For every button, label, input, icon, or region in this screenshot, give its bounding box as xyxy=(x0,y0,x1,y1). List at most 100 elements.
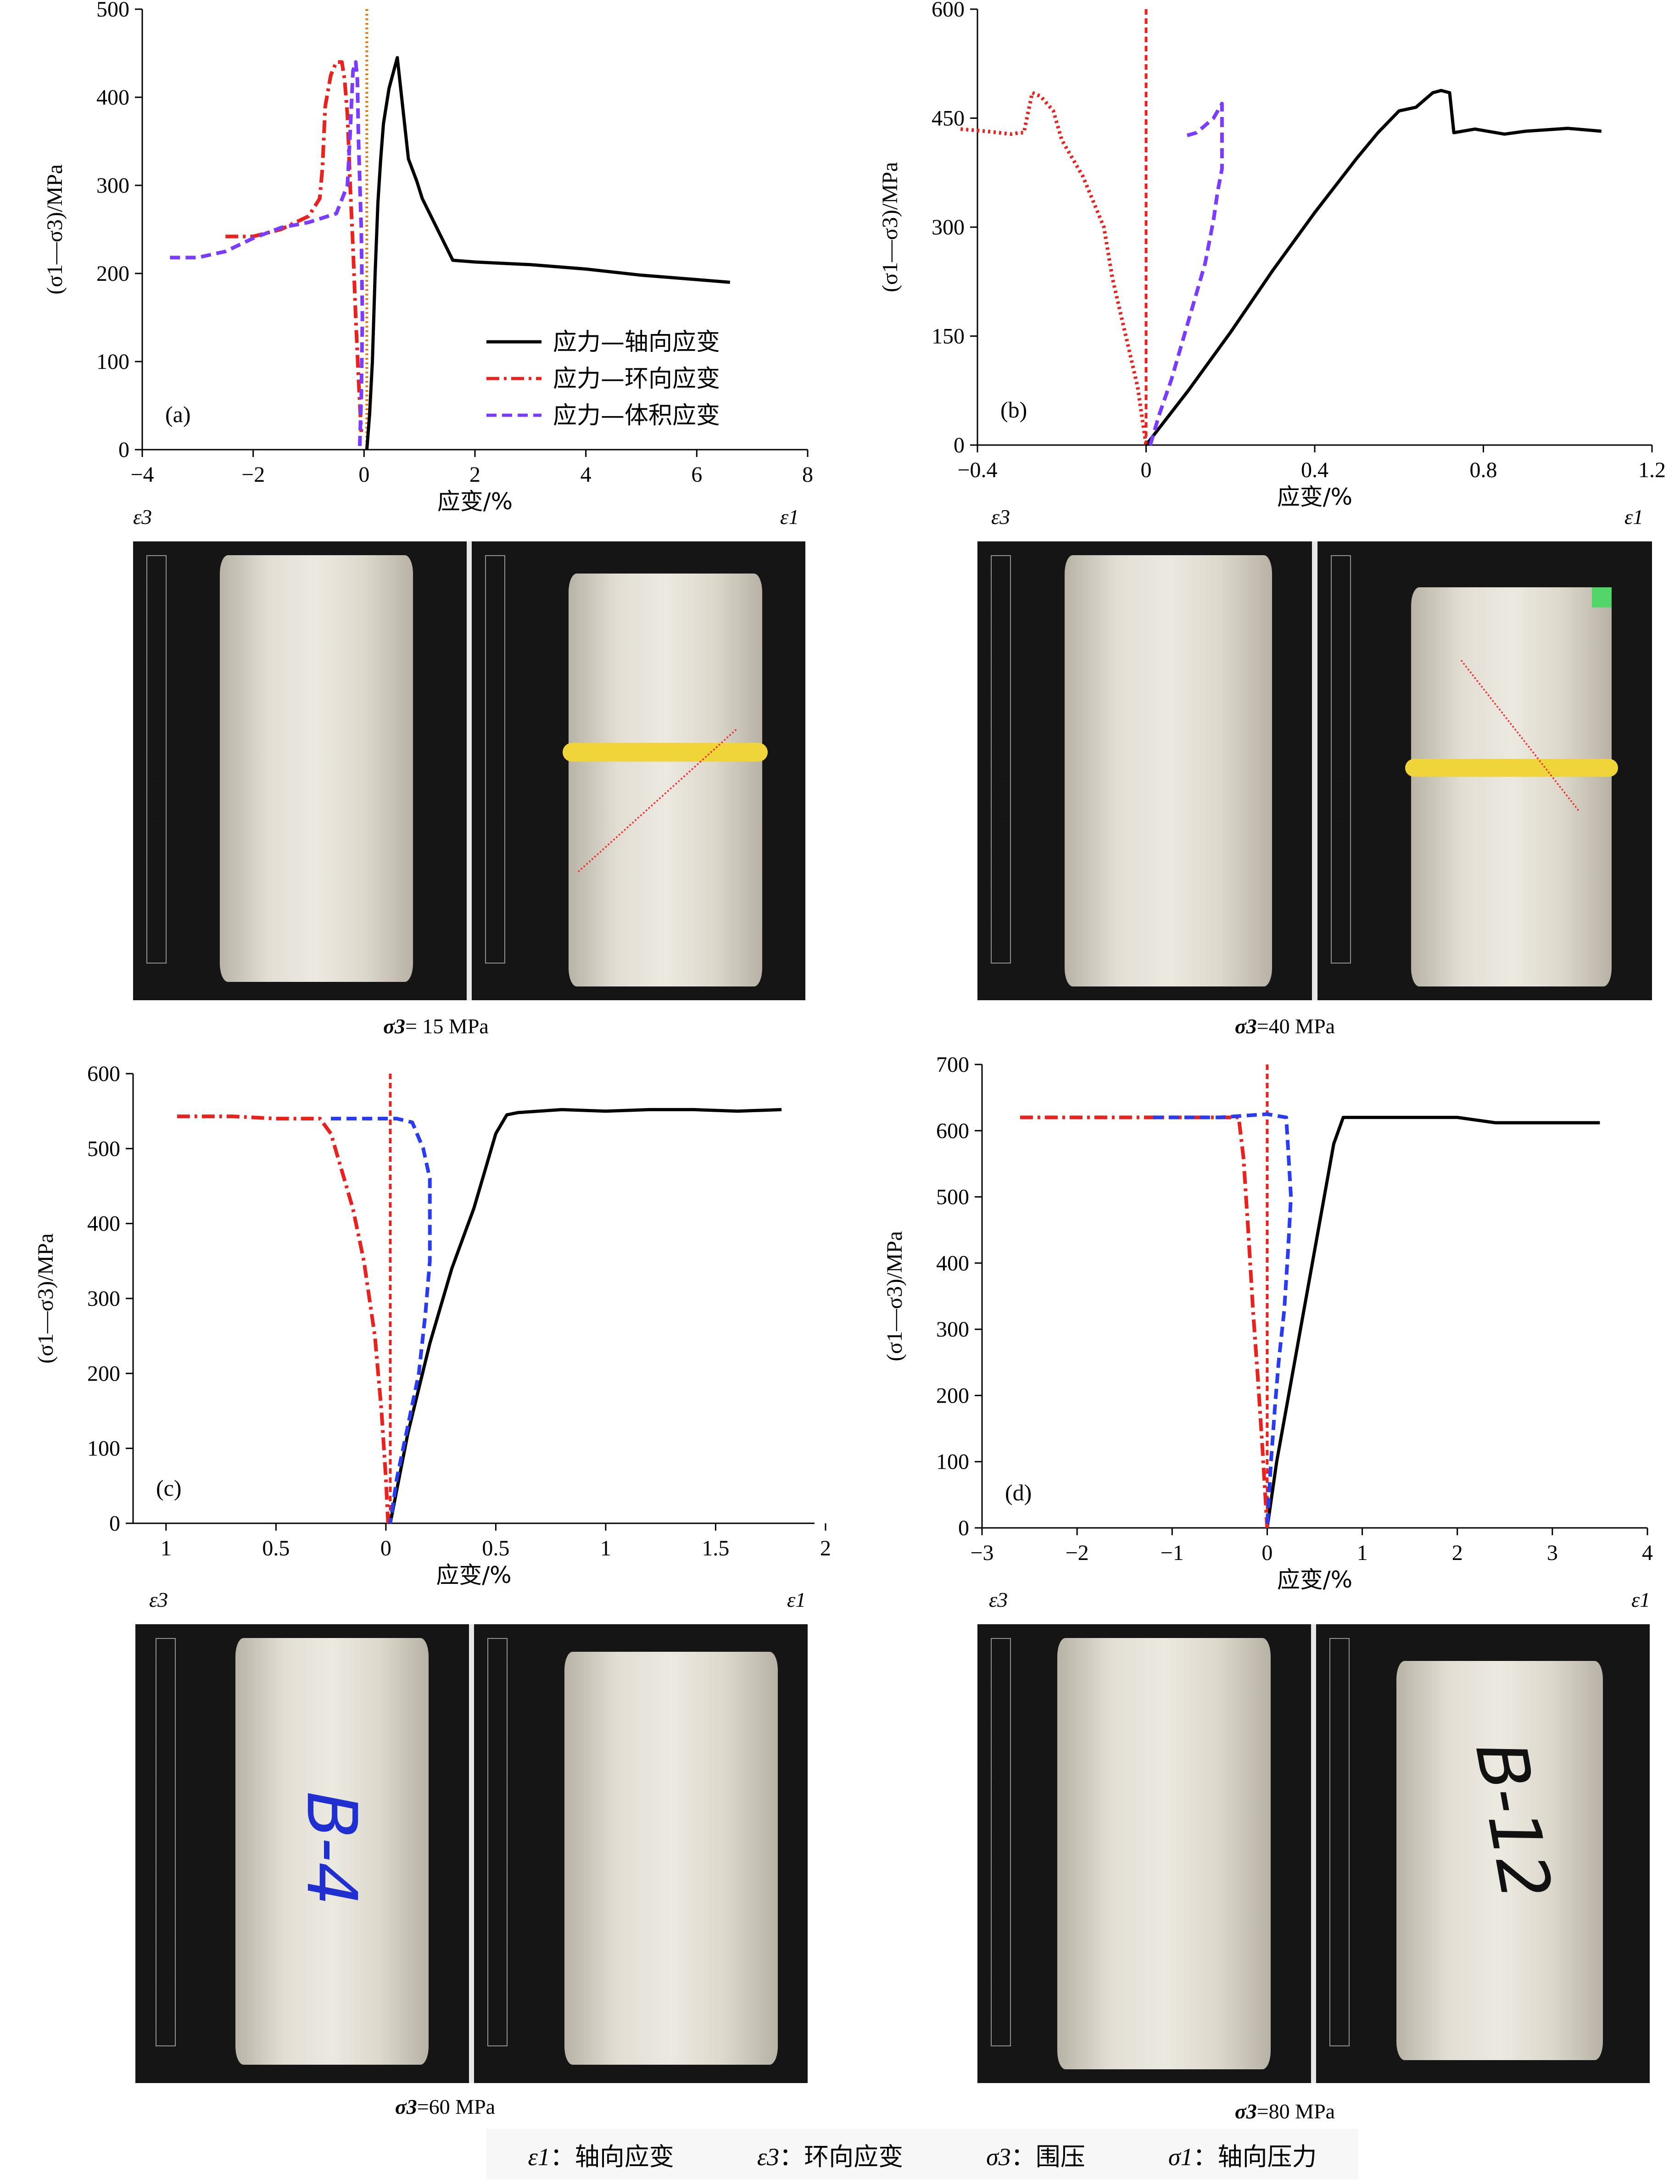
chart-d-ytick-label: 0 xyxy=(958,1516,969,1540)
chart-d-axes: −3 −2 −1 0 1 2 3 4 0 100 200 300 400 500 600 700 应变/% (σ1… xyxy=(882,1055,1653,1593)
caption-b: σ3=40 MPa xyxy=(1234,1014,1335,1038)
chart-a-ytick-label: 500 xyxy=(96,0,129,22)
chart-d-ylabel: (σ1—σ3)/MPa xyxy=(882,1231,907,1361)
chart-a-ylabel: (σ1—σ3)/MPa xyxy=(43,164,67,295)
chart-c-xtick-label: 0.5 xyxy=(262,1536,290,1560)
specimen-mark-c: B-4 xyxy=(291,1791,372,1906)
chart-d-xtick-label: 3 xyxy=(1547,1541,1558,1565)
chart-a-xtick-label: −4 xyxy=(130,462,154,487)
eps1-label-a: ε1 xyxy=(780,505,799,529)
chart-a-legend-label: 应力—体积应变 xyxy=(553,402,720,429)
specimen-after-d: B-12 xyxy=(1316,1624,1650,2083)
chart-a-series-volumetric xyxy=(170,60,364,450)
eps3-label-d: ε3 xyxy=(989,1588,1008,1611)
chart-a-axes: −4 −2 0 2 4 6 8 0 100 200 300 400 500 应变/% (σ1—σ3)/MPa… xyxy=(43,0,813,514)
chart-c-xtick-label: 0.5 xyxy=(482,1536,509,1560)
chart-b-ytick-label: 300 xyxy=(932,215,965,240)
chart-b: −0.4 0 0.4 0.8 1.2 0 150 300 450 600 应变/% (σ1—σ3)/M… xyxy=(854,0,1680,514)
chart-b-xtick-label: 1.2 xyxy=(1638,458,1666,482)
specimen-after-c xyxy=(474,1624,808,2083)
chart-c-xtick-label: 1.5 xyxy=(702,1536,729,1560)
chart-c-ytick-label: 400 xyxy=(87,1212,120,1236)
chart-a-legend-label: 应力—环向应变 xyxy=(553,365,720,393)
chart-c-series-axial xyxy=(389,1108,782,1524)
chart-a-xtick-label: −2 xyxy=(241,462,265,487)
chart-c-ytick-label: 0 xyxy=(109,1511,120,1536)
chart-a-series-hoop xyxy=(225,60,363,432)
chart-d-xtick-label: −1 xyxy=(1161,1541,1184,1565)
eps1-label-b: ε1 xyxy=(1624,505,1644,529)
chart-d-ytick-label: 600 xyxy=(936,1119,969,1143)
chart-d-series-volumetric_blue xyxy=(1153,1112,1293,1528)
chart-b-xtick-label: 0.4 xyxy=(1301,458,1328,482)
chart-c-xtick-label: 2 xyxy=(820,1536,831,1560)
chart-a-xtick-label: 8 xyxy=(802,462,813,487)
eps1-label-c: ε1 xyxy=(787,1588,806,1611)
chart-b-ylabel: (σ1—σ3)/MPa xyxy=(878,162,902,292)
chart-a-series-axial xyxy=(365,56,731,450)
chart-a-ytick-label: 400 xyxy=(96,85,129,110)
chart-d-ytick-label: 200 xyxy=(936,1383,969,1408)
chart-a-panel-label: (a) xyxy=(165,401,191,427)
chart-a-xtick-label: 4 xyxy=(580,462,592,487)
specimen-photo-a xyxy=(133,541,805,1000)
chart-a-ytick-label: 100 xyxy=(96,350,129,374)
chart-b-panel-label: (b) xyxy=(1000,397,1027,423)
chart-b-xlabel: 应变/% xyxy=(1277,484,1352,510)
chart-c-ytick-label: 100 xyxy=(87,1437,120,1461)
specimen-before-c: B-4 xyxy=(135,1624,469,2083)
chart-a-ytick-label: 0 xyxy=(118,438,129,462)
chart-d-ytick-label: 400 xyxy=(936,1251,969,1276)
chart-d-xtick-label: 1 xyxy=(1357,1541,1368,1565)
chart-c-series-hoop xyxy=(177,1114,390,1524)
chart-b-ytick-label: 150 xyxy=(932,324,965,349)
chart-a-ytick-label: 200 xyxy=(96,262,129,286)
specimen-after-a xyxy=(472,541,805,1000)
caption-c: σ3=60 MPa xyxy=(395,2095,496,2118)
chart-d-xlabel: 应变/% xyxy=(1277,1566,1352,1593)
chart-c-series-volumetric_blue xyxy=(331,1117,432,1524)
specimen-photo-b xyxy=(977,541,1652,1000)
chart-d-panel-label: (d) xyxy=(1005,1480,1032,1505)
eps1-label-d: ε1 xyxy=(1631,1588,1651,1611)
chart-c-ytick-label: 500 xyxy=(87,1137,120,1161)
chart-d-ytick-label: 100 xyxy=(936,1450,969,1474)
chart-b-ytick-label: 0 xyxy=(954,433,965,457)
chart-a-legend-label: 应力—轴向应变 xyxy=(553,329,720,356)
eps3-label-b: ε3 xyxy=(991,505,1010,529)
chart-d-svg: −3 −2 −1 0 1 2 3 4 0 100 200 300 400 500 600 700 应变/% (σ1… xyxy=(882,1055,1653,1593)
chart-d-xtick-label: −2 xyxy=(1066,1541,1089,1565)
chart-d: −3 −2 −1 0 1 2 3 4 0 100 200 300 400 500 600 700 应变/% (σ1… xyxy=(854,1055,1680,1606)
specimen-before-d xyxy=(977,1624,1311,2083)
chart-c-xtick-label: 1 xyxy=(600,1536,611,1560)
chart-c-panel-label: (c) xyxy=(156,1475,182,1501)
chart-d-xtick-label: −3 xyxy=(970,1541,993,1565)
footer-item-sigma3: σ3：围压 xyxy=(986,2143,1085,2171)
chart-d-ytick-label: 700 xyxy=(936,1055,969,1077)
chart-d-series-hoop xyxy=(1020,1115,1269,1528)
chart-b-xtick-label: −0.4 xyxy=(957,458,997,482)
chart-d-xtick-label: 4 xyxy=(1642,1541,1653,1565)
caption-a: σ3= 15 MPa xyxy=(383,1014,489,1038)
chart-b-series-hoop xyxy=(960,91,1148,446)
chart-b-xtick-label: 0.8 xyxy=(1470,458,1497,482)
chart-b-svg: −0.4 0 0.4 0.8 1.20150300450600应变/%(σ1—σ3)/M… xyxy=(878,0,1666,510)
chart-d-ytick-label: 300 xyxy=(936,1317,969,1342)
chart-b-ytick-label: 450 xyxy=(932,106,965,131)
eps3-label-a: ε3 xyxy=(133,505,152,529)
chart-a-svg: −4 −2 0 2 4 6 8 0 100 200 300 400 500 应变/% (σ1—σ3)/MPa… xyxy=(43,0,813,514)
specimen-before-a xyxy=(133,541,467,1000)
chart-c-svg: 1 0.5 0 0.5 1 1.5 2 0 100 200 300 400 500 600 应变/% (σ1—… xyxy=(33,1064,831,1588)
caption-d: σ3=80 MPa xyxy=(1234,2100,1335,2123)
chart-c-ytick-label: 200 xyxy=(87,1361,120,1386)
chart-a: −4 −2 0 2 4 6 8 0 100 200 300 400 500 应变/% (σ1—σ3)/MPa… xyxy=(0,0,840,514)
chart-c-ytick-label: 300 xyxy=(87,1287,120,1311)
chart-a-xtick-label: 6 xyxy=(691,462,702,487)
chart-c-xlabel: 应变/% xyxy=(436,1562,511,1588)
chart-c-ytick-label: 600 xyxy=(87,1064,120,1086)
chart-b-series-volumetric xyxy=(1148,101,1224,446)
footer-item-sigma1: σ1：轴向压力 xyxy=(1168,2143,1317,2171)
eps3-label-c: ε3 xyxy=(149,1588,168,1611)
specimen-mark-d: B-12 xyxy=(1459,1735,1566,1906)
